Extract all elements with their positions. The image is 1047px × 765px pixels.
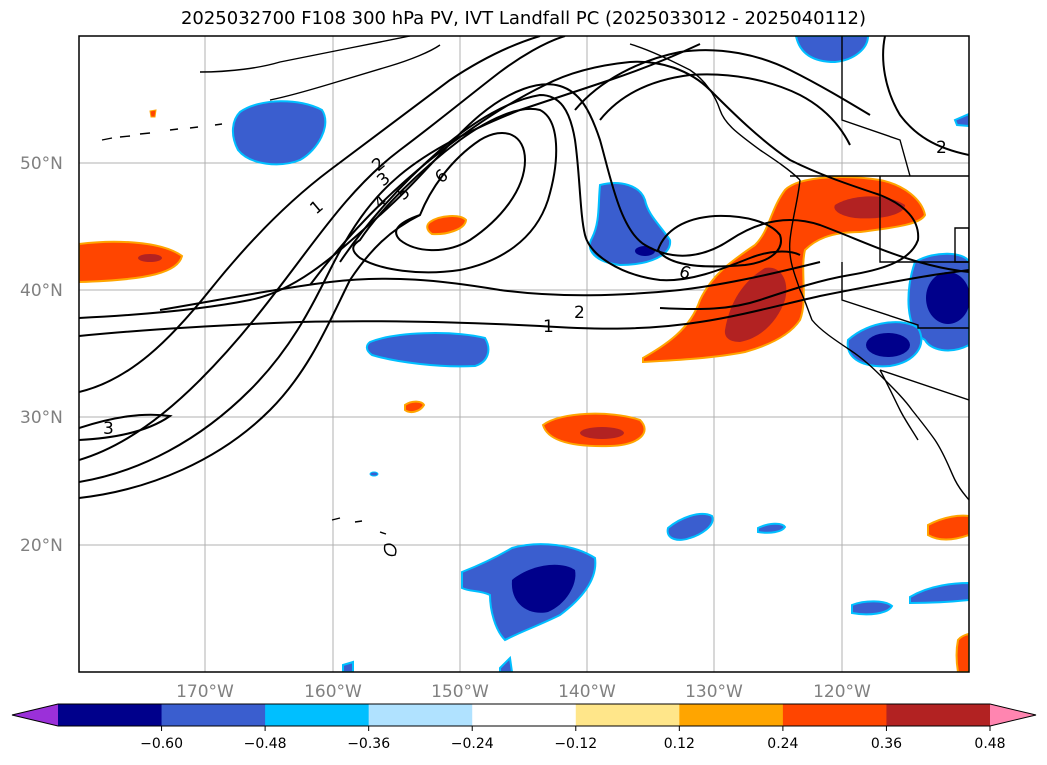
negative-pv-blob xyxy=(851,600,894,616)
positive-pv-blob xyxy=(955,632,969,672)
lat-label: 20°N xyxy=(20,536,63,556)
contour-line xyxy=(882,36,969,156)
colorbar-tick-label: −0.60 xyxy=(140,736,183,752)
lon-label: 170°W xyxy=(176,682,234,702)
coastlines xyxy=(101,36,969,557)
positive-pv-core xyxy=(138,254,162,262)
colorbar-segment xyxy=(368,704,473,726)
negative-pv-blob xyxy=(953,112,969,128)
latitude-labels: 50°N 40°N 30°N 20°N xyxy=(20,154,63,556)
map-frame xyxy=(78,35,970,673)
contour-label: 2 xyxy=(936,138,947,158)
contour-line xyxy=(79,269,969,337)
positive-pv-blob xyxy=(79,240,184,284)
lat-label: 50°N xyxy=(20,154,63,174)
colorbar-segment xyxy=(472,704,577,726)
colorbar-segment xyxy=(782,704,887,726)
colorbar-tick-label: 0.24 xyxy=(767,736,798,752)
negative-pv-core xyxy=(926,272,969,324)
contour-line xyxy=(79,43,701,483)
positive-pv-blob xyxy=(426,215,468,236)
contour-line xyxy=(656,214,782,268)
contour-line xyxy=(79,83,969,319)
lat-label: 30°N xyxy=(20,408,63,428)
contour-line xyxy=(574,49,871,116)
negative-pv-blob xyxy=(909,581,969,605)
colorbar-segment xyxy=(161,704,266,726)
negative-pv-blob xyxy=(232,100,327,166)
negative-pv-blob xyxy=(794,36,870,64)
colorbar-segment xyxy=(265,704,370,726)
lon-label: 160°W xyxy=(304,682,362,702)
colorbar-tick-label: 0.36 xyxy=(871,736,902,752)
colorbar-tick-label: −0.12 xyxy=(554,736,597,752)
negative-pv-blob xyxy=(666,512,714,541)
contours xyxy=(79,36,969,499)
longitude-labels: 170°W 160°W 150°W 140°W 130°W 120°W xyxy=(176,682,871,702)
contour-label: 1 xyxy=(543,317,554,337)
colorbar-tick-label: −0.36 xyxy=(347,736,390,752)
contour-label: 2 xyxy=(574,303,585,323)
contour-line xyxy=(159,261,821,311)
contour-label: 3 xyxy=(103,419,114,439)
positive-pv-blob xyxy=(927,514,969,541)
colorbar-extension-low xyxy=(12,704,58,726)
lon-label: 130°W xyxy=(685,682,743,702)
colorbar-tick-label: 0.48 xyxy=(974,736,1005,752)
negative-pv-blob xyxy=(499,655,514,672)
positive-pv-blob xyxy=(404,400,426,414)
contour-line xyxy=(309,60,920,311)
negative-pv-core xyxy=(511,564,576,613)
negative-pv-blob xyxy=(342,660,354,672)
positive-pv-blob xyxy=(642,176,927,364)
positive-pv-core xyxy=(724,267,787,342)
negative-pv-blob xyxy=(365,332,490,368)
colorbar-tick-label: −0.48 xyxy=(244,736,287,752)
negative-pv-blob xyxy=(588,182,672,267)
lon-label: 150°W xyxy=(431,682,489,702)
colorbar-segment xyxy=(58,704,163,726)
colorbar-tick-label: 0.12 xyxy=(664,736,695,752)
negative-pv-core xyxy=(866,333,910,357)
lon-label: 140°W xyxy=(558,682,616,702)
lat-label: 40°N xyxy=(20,281,63,301)
colorbar: −0.60 −0.48 −0.36 −0.24 −0.12 0.12 0.24 0.36 0.4… xyxy=(11,703,1037,752)
colorbar-extension-high xyxy=(990,704,1036,726)
positive-pv-blob xyxy=(149,109,157,118)
lon-label: 120°W xyxy=(813,682,871,702)
contour-line xyxy=(79,413,173,441)
negative-pv-core xyxy=(635,246,655,256)
positive-pv-core xyxy=(834,196,905,219)
colorbar-tick-label: −0.24 xyxy=(451,736,494,752)
negative-pv-blob xyxy=(369,471,379,477)
positive-pv-core xyxy=(580,427,624,439)
contour-line xyxy=(599,73,851,146)
pv-anomaly-fills xyxy=(79,36,969,672)
colorbar-segment xyxy=(575,704,680,726)
map-title: 2025032700 F108 300 hPa PV, IVT Landfall… xyxy=(180,8,867,29)
contour-line xyxy=(339,93,801,282)
contour-line xyxy=(79,36,566,461)
contour-line xyxy=(79,36,541,393)
colorbar-outline xyxy=(11,703,1037,727)
colorbar-segment xyxy=(886,704,991,726)
contour-line xyxy=(352,108,558,274)
contour-line xyxy=(79,214,421,499)
contour-line xyxy=(395,131,527,252)
colorbar-segment xyxy=(679,704,784,726)
negative-pv-blob xyxy=(757,522,787,534)
